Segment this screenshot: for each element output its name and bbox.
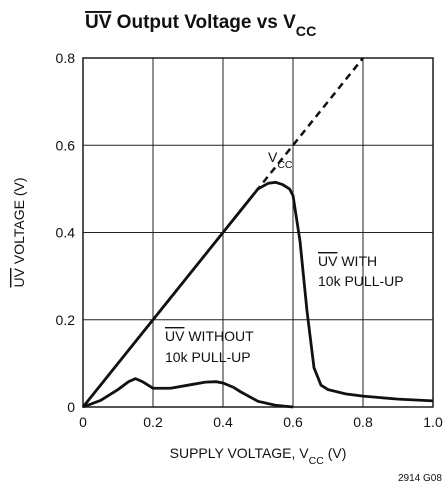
x-tick-label: 1.0	[423, 414, 443, 430]
text-segment: UV	[165, 328, 185, 344]
text-segment: (V)	[324, 445, 347, 461]
text-segment: V	[268, 149, 278, 165]
annotation: 2914 G08	[398, 473, 442, 484]
annotation: UV WITHOUT	[165, 328, 254, 344]
text-segment: CC	[309, 455, 325, 467]
y-tick-label: 0	[67, 399, 75, 415]
x-tick-label: 0.8	[353, 414, 373, 430]
annotation: 10k PULL-UP	[318, 273, 404, 289]
text-segment: 10k PULL-UP	[165, 349, 251, 365]
y-tick-label: 0.6	[56, 137, 76, 153]
annotation: UV WITH	[318, 253, 377, 269]
y-axis-label: UV VOLTAGE (V)	[11, 178, 27, 288]
y-tick-label: 0.2	[56, 312, 76, 328]
text-segment: Output Voltage vs V	[111, 12, 296, 33]
x-tick-label: 0	[79, 414, 87, 430]
text-segment: CC	[277, 159, 293, 171]
text-segment: UV	[11, 267, 27, 287]
text-segment: UV	[85, 12, 112, 33]
text-segment: 10k PULL-UP	[318, 273, 404, 289]
annotation: 10k PULL-UP	[165, 349, 251, 365]
line-series	[81, 180, 434, 408]
chart-title: UV Output Voltage vs VCC	[85, 12, 316, 40]
line-series	[82, 377, 294, 409]
x-tick-label: 0.2	[143, 414, 163, 430]
text-segment: CC	[296, 24, 317, 40]
text-segment: WITH	[337, 253, 377, 269]
y-tick-label: 0.4	[56, 225, 76, 241]
text-segment: UV	[318, 253, 338, 269]
y-tick-label: 0.8	[56, 50, 76, 66]
annotation: VCC	[268, 149, 293, 171]
text-segment: VOLTAGE (V)	[11, 178, 27, 269]
x-axis-label: SUPPLY VOLTAGE, VCC (V)	[170, 445, 347, 467]
x-tick-label: 0.6	[283, 414, 303, 430]
text-segment: WITHOUT	[184, 328, 254, 344]
text-segment: 2914 G08	[398, 473, 442, 484]
x-tick-label: 0.4	[213, 414, 233, 430]
text-segment: SUPPLY VOLTAGE, V	[170, 445, 310, 461]
